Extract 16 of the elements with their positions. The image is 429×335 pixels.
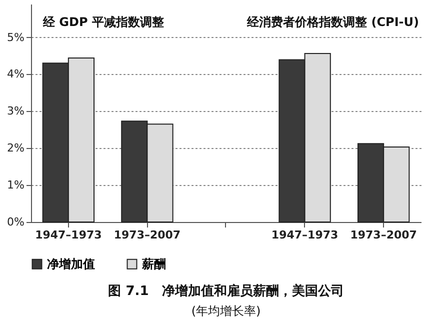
- text: 图 7.1 净增加值和雇员薪酬，美国公司: [108, 283, 344, 299]
- text: (年均增长率): [191, 304, 261, 318]
- x-tick-label: 1947–1973: [271, 228, 338, 242]
- annotation: 经 GDP 平减指数调整: [42, 15, 165, 29]
- x-tick-label: 1973–2007: [350, 228, 417, 242]
- legend-label: 薪酬: [141, 257, 166, 272]
- y-tick-label: 0%: [7, 216, 24, 228]
- y-tick-label: 1%: [7, 178, 24, 192]
- y-tick-label: 2%: [7, 142, 24, 155]
- x-tick-label: 1947–1973: [35, 228, 102, 242]
- x-tick-label: 1973–2007: [114, 228, 181, 242]
- legend-label: 净增加值: [47, 257, 95, 272]
- y-tick-label: 4%: [7, 68, 24, 81]
- annotation: 经消费者价格指数调整 (CPI-U): [246, 15, 419, 29]
- y-tick-label: 3%: [7, 104, 24, 118]
- y-tick-label: 5%: [7, 30, 24, 44]
